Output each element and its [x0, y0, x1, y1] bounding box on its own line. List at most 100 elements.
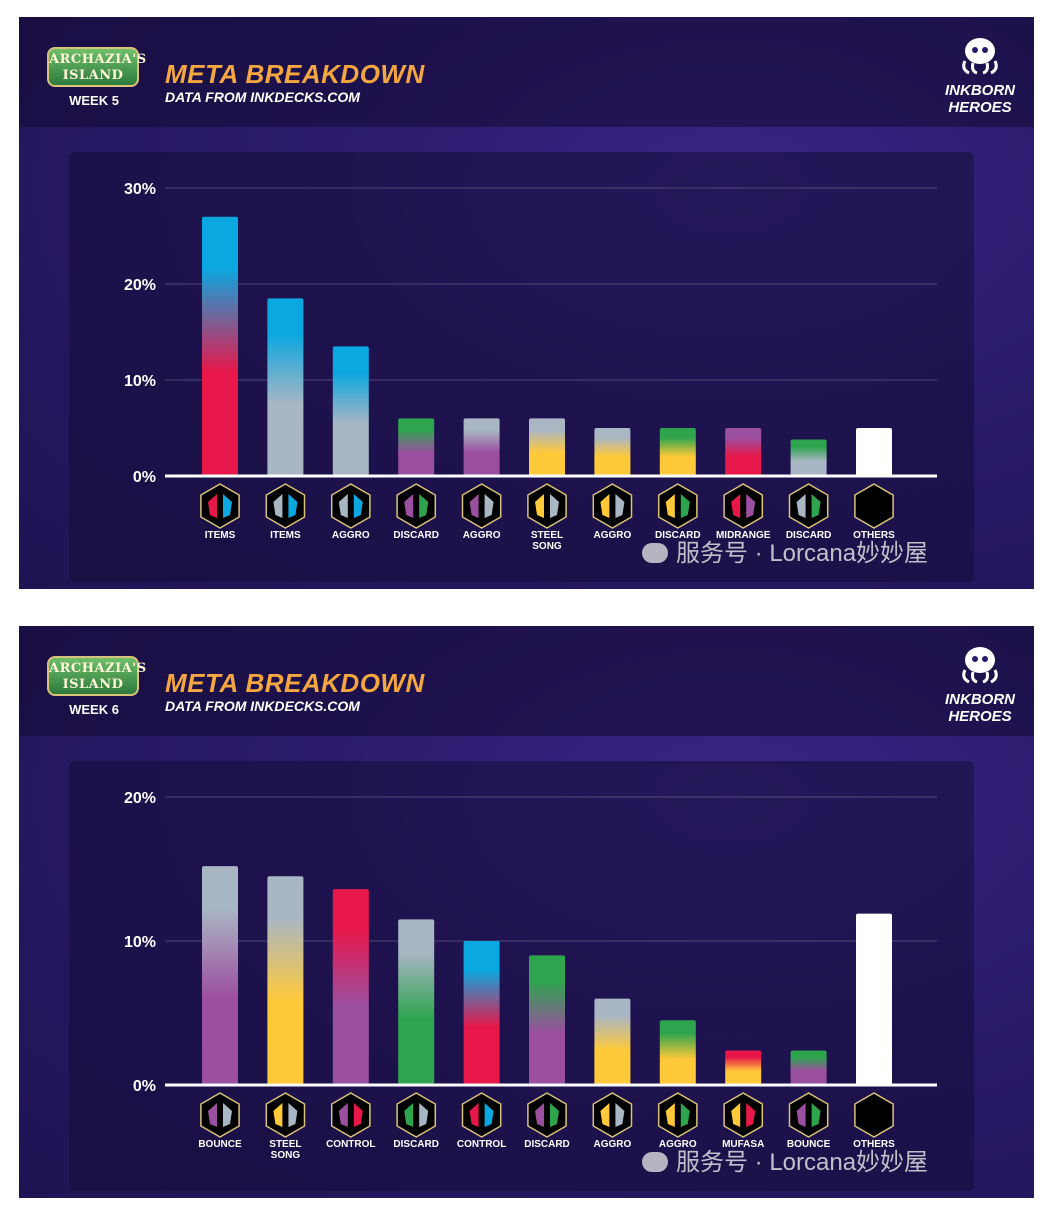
inkborn-heroes-logo: INKBORN HEROES — [940, 33, 1020, 116]
chart-title: META BREAKDOWN — [165, 668, 425, 698]
header-band — [19, 17, 1034, 127]
category-label: OTHERS — [853, 530, 895, 541]
category-label: CONTROL — [326, 1139, 375, 1150]
logo-line1: ARCHAZIA'S — [49, 661, 147, 676]
ink-icon-left — [338, 1103, 348, 1127]
bar-discard — [398, 919, 435, 1085]
bar-aggro — [332, 346, 369, 476]
deck-icon — [527, 483, 567, 529]
category-label: AGGRO — [594, 530, 632, 541]
deck-icon — [788, 1092, 829, 1138]
ink-icon-right — [680, 494, 690, 518]
bar-discard — [398, 418, 435, 476]
ink-icon-left — [404, 1103, 414, 1127]
ink-icon-left — [273, 1103, 283, 1127]
deck-icon — [396, 1092, 437, 1138]
bar-mufasa — [725, 1050, 762, 1085]
ink-icon-right — [484, 494, 494, 518]
category-label: AGGRO — [463, 530, 501, 541]
bar-chart-week5: 0% 10% 20% 30% ITEMS ITEMS AGGRO DISCARD AGGRO ST… — [124, 181, 937, 552]
brand-line2: HEROES — [948, 99, 1012, 116]
ink-icon-left — [796, 494, 806, 518]
logo-line2: ISLAND — [62, 677, 124, 692]
ink-icon-left — [796, 1103, 806, 1127]
deck-icon — [854, 483, 894, 529]
category-label: AGGRO — [332, 530, 370, 541]
bar-bounce — [202, 866, 238, 1085]
deck-icon — [461, 483, 502, 529]
octopus-icon — [962, 647, 998, 684]
week-label: WEEK 6 — [69, 702, 119, 717]
logo-line1: ARCHAZIA'S — [49, 52, 147, 67]
y-tick-label: 0% — [133, 469, 156, 486]
bar-aggro — [594, 428, 631, 476]
ink-icon-left — [208, 1103, 217, 1127]
ink-icon-right — [615, 1103, 625, 1127]
ink-icon-right — [353, 494, 363, 518]
category-label: SONG — [271, 1150, 301, 1161]
deck-icon — [657, 483, 698, 529]
ink-icon-right — [680, 1103, 690, 1127]
bar-midrange — [725, 428, 762, 476]
category-label: BOUNCE — [198, 1139, 242, 1150]
deck-icon — [657, 1092, 698, 1138]
category-label: ITEMS — [270, 530, 301, 541]
ink-icon-right — [811, 1103, 821, 1127]
deck-icon — [265, 483, 306, 529]
deck-icon — [854, 1092, 894, 1138]
category-label: CONTROL — [457, 1139, 506, 1150]
category-label: AGGRO — [594, 1139, 632, 1150]
ink-icon-left — [469, 494, 479, 518]
octopus-icon — [962, 38, 998, 75]
ink-icon-right — [419, 1103, 429, 1127]
category-label: OTHERS — [853, 1139, 895, 1150]
deck-icon — [461, 1092, 502, 1138]
y-tick-label: 10% — [124, 934, 156, 951]
category-label: DISCARD — [393, 530, 439, 541]
bar-bounce — [790, 1050, 827, 1085]
brand-line2: HEROES — [948, 708, 1012, 725]
bar-aggro — [659, 1020, 696, 1085]
meta-panel-week6: ARCHAZIA'S ISLAND WEEK 6 META BREAKDOWN … — [19, 626, 1034, 1198]
category-label: AGGRO — [659, 1139, 697, 1150]
ink-icon-left — [338, 494, 348, 518]
ink-icon-right — [419, 494, 429, 518]
ink-icon-left — [731, 494, 741, 518]
ink-icon-right — [223, 1103, 232, 1127]
deck-icon — [723, 1092, 764, 1138]
ink-icon-left — [469, 1103, 479, 1127]
wechat-icon — [642, 543, 668, 563]
deck-icon — [330, 483, 371, 529]
ink-icon-left — [665, 494, 675, 518]
ink-icon-left — [535, 494, 544, 518]
y-tick-label: 20% — [124, 277, 156, 294]
bar-items — [202, 216, 238, 477]
watermark-text: 服务号 · Lorcana妙妙屋 — [676, 540, 929, 567]
ink-icon-right — [746, 1103, 756, 1127]
category-label: DISCARD — [524, 1139, 570, 1150]
ink-icon-right — [223, 494, 232, 518]
category-label: BOUNCE — [787, 1139, 831, 1150]
deck-icon — [592, 483, 633, 529]
deck-icon — [396, 483, 437, 529]
category-label: DISCARD — [655, 530, 701, 541]
ink-icon-right — [615, 494, 625, 518]
bar-discard — [659, 428, 696, 476]
deck-icon — [200, 1092, 240, 1138]
ink-icon-left — [208, 494, 217, 518]
brand-line1: INKBORN — [945, 691, 1015, 708]
chart-title: META BREAKDOWN — [165, 59, 425, 89]
y-tick-label: 0% — [133, 1078, 156, 1095]
bar-discard — [790, 439, 827, 476]
ink-icon-right — [811, 494, 821, 518]
bar-others — [856, 913, 892, 1085]
watermark: 服务号 · Lorcana妙妙屋 — [642, 533, 928, 568]
bar-steel-song — [267, 876, 304, 1085]
deck-icon — [265, 1092, 306, 1138]
deck-icon — [527, 1092, 567, 1138]
ink-icon-left — [665, 1103, 675, 1127]
ink-icon-right — [288, 494, 298, 518]
brand-line1: INKBORN — [945, 82, 1015, 99]
archazias-island-logo: ARCHAZIA'S ISLAND WEEK 5 — [47, 47, 147, 127]
